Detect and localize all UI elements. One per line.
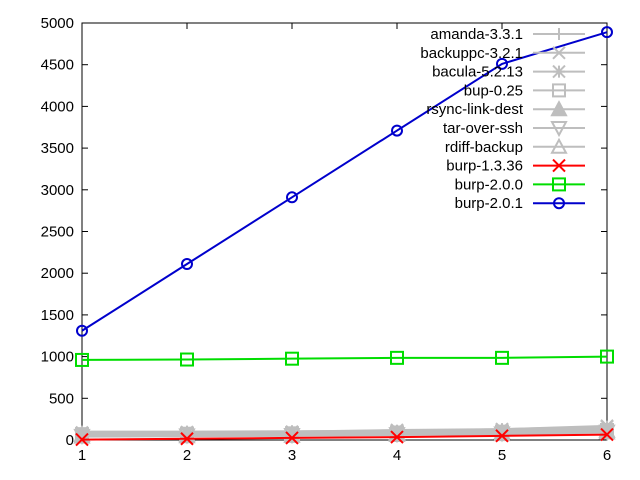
x-tick-label: 3	[288, 447, 296, 464]
legend-label: bup-0.25	[464, 82, 523, 99]
data-point	[390, 350, 404, 365]
legend-marker	[552, 177, 566, 192]
data-point	[76, 324, 88, 337]
y-tick-label: 5000	[41, 15, 74, 32]
legend-entry: rsync-link-dest	[426, 100, 585, 118]
x-tick-label: 2	[183, 447, 191, 464]
data-point	[75, 352, 89, 367]
legend-label: tar-over-ssh	[443, 120, 523, 137]
series-burp-2-0-0	[75, 349, 614, 367]
series-line-burp-1-3-36	[81, 433, 608, 441]
data-point	[180, 432, 194, 446]
y-tick-label: 0	[66, 432, 74, 449]
legend-label: amanda-3.3.1	[430, 26, 523, 43]
legend: amanda-3.3.1backuppc-3.2.1bacula-5.2.13b…	[420, 26, 585, 212]
legend-marker	[550, 121, 568, 138]
legend-marker	[550, 137, 568, 154]
series-line-rdiff-backup	[81, 431, 608, 438]
data-point	[286, 191, 298, 204]
data-point	[495, 429, 509, 443]
legend-entry: tar-over-ssh	[443, 120, 585, 138]
data-point	[495, 350, 509, 365]
data-point	[75, 432, 89, 447]
y-tick-label: 3000	[41, 182, 74, 199]
data-point	[180, 352, 194, 367]
legend-entry: amanda-3.3.1	[430, 26, 585, 43]
data-point	[601, 26, 613, 39]
x-tick-label: 6	[603, 447, 611, 464]
legend-label: rsync-link-dest	[426, 101, 524, 118]
series-line-burp-2-0-0	[81, 355, 608, 361]
series-burp-2-0-1	[76, 26, 613, 337]
series-layer	[73, 26, 616, 447]
legend-marker	[552, 83, 566, 98]
legend-label: burp-2.0.0	[455, 176, 523, 193]
data-point	[496, 57, 508, 70]
legend-entry: bup-0.25	[464, 82, 585, 99]
legend-label: burp-2.0.1	[455, 195, 523, 212]
legend-marker	[553, 197, 565, 210]
legend-label: backuppc-3.2.1	[420, 45, 523, 62]
legend-label: bacula-5.2.13	[432, 64, 523, 81]
data-point	[285, 431, 299, 445]
y-tick-label: 2500	[41, 224, 74, 241]
data-point	[390, 430, 404, 444]
x-tick-label: 4	[393, 447, 401, 464]
legend-marker	[553, 28, 565, 40]
legend-marker	[552, 158, 566, 173]
x-tick-label: 5	[498, 447, 506, 464]
legend-entry: burp-2.0.0	[455, 176, 585, 193]
y-tick-label: 4000	[41, 98, 74, 115]
y-tick-label: 3500	[41, 140, 74, 157]
legend-label: rdiff-backup	[445, 139, 523, 156]
series-line-burp-2-0-1	[81, 31, 608, 332]
data-point	[600, 427, 614, 442]
y-tick-label: 500	[49, 390, 74, 407]
y-tick-label: 4500	[41, 57, 74, 74]
legend-entry: bacula-5.2.13	[432, 64, 585, 81]
series-burp-1-3-36	[75, 427, 614, 447]
data-point	[181, 258, 193, 271]
legend-entry: burp-1.3.36	[446, 158, 585, 175]
legend-label: burp-1.3.36	[446, 158, 523, 175]
legend-entry: backuppc-3.2.1	[420, 45, 585, 62]
plot-frame	[81, 22, 608, 441]
data-point	[600, 349, 614, 364]
y-tick-label: 2000	[41, 265, 74, 282]
axis-ticks: 0 500 1000 1500 2000 2500 3000 3500 4000 4500 5000…	[41, 15, 612, 464]
legend-marker	[552, 46, 566, 60]
legend-entry: rdiff-backup	[445, 137, 585, 156]
legend-marker	[552, 64, 566, 79]
legend-entry: burp-2.0.1	[455, 195, 585, 212]
data-point	[285, 351, 299, 366]
data-point	[391, 124, 403, 137]
legend-marker	[550, 100, 568, 117]
x-tick-label: 1	[78, 447, 86, 464]
y-tick-label: 1000	[41, 349, 74, 366]
y-tick-label: 1500	[41, 307, 74, 324]
